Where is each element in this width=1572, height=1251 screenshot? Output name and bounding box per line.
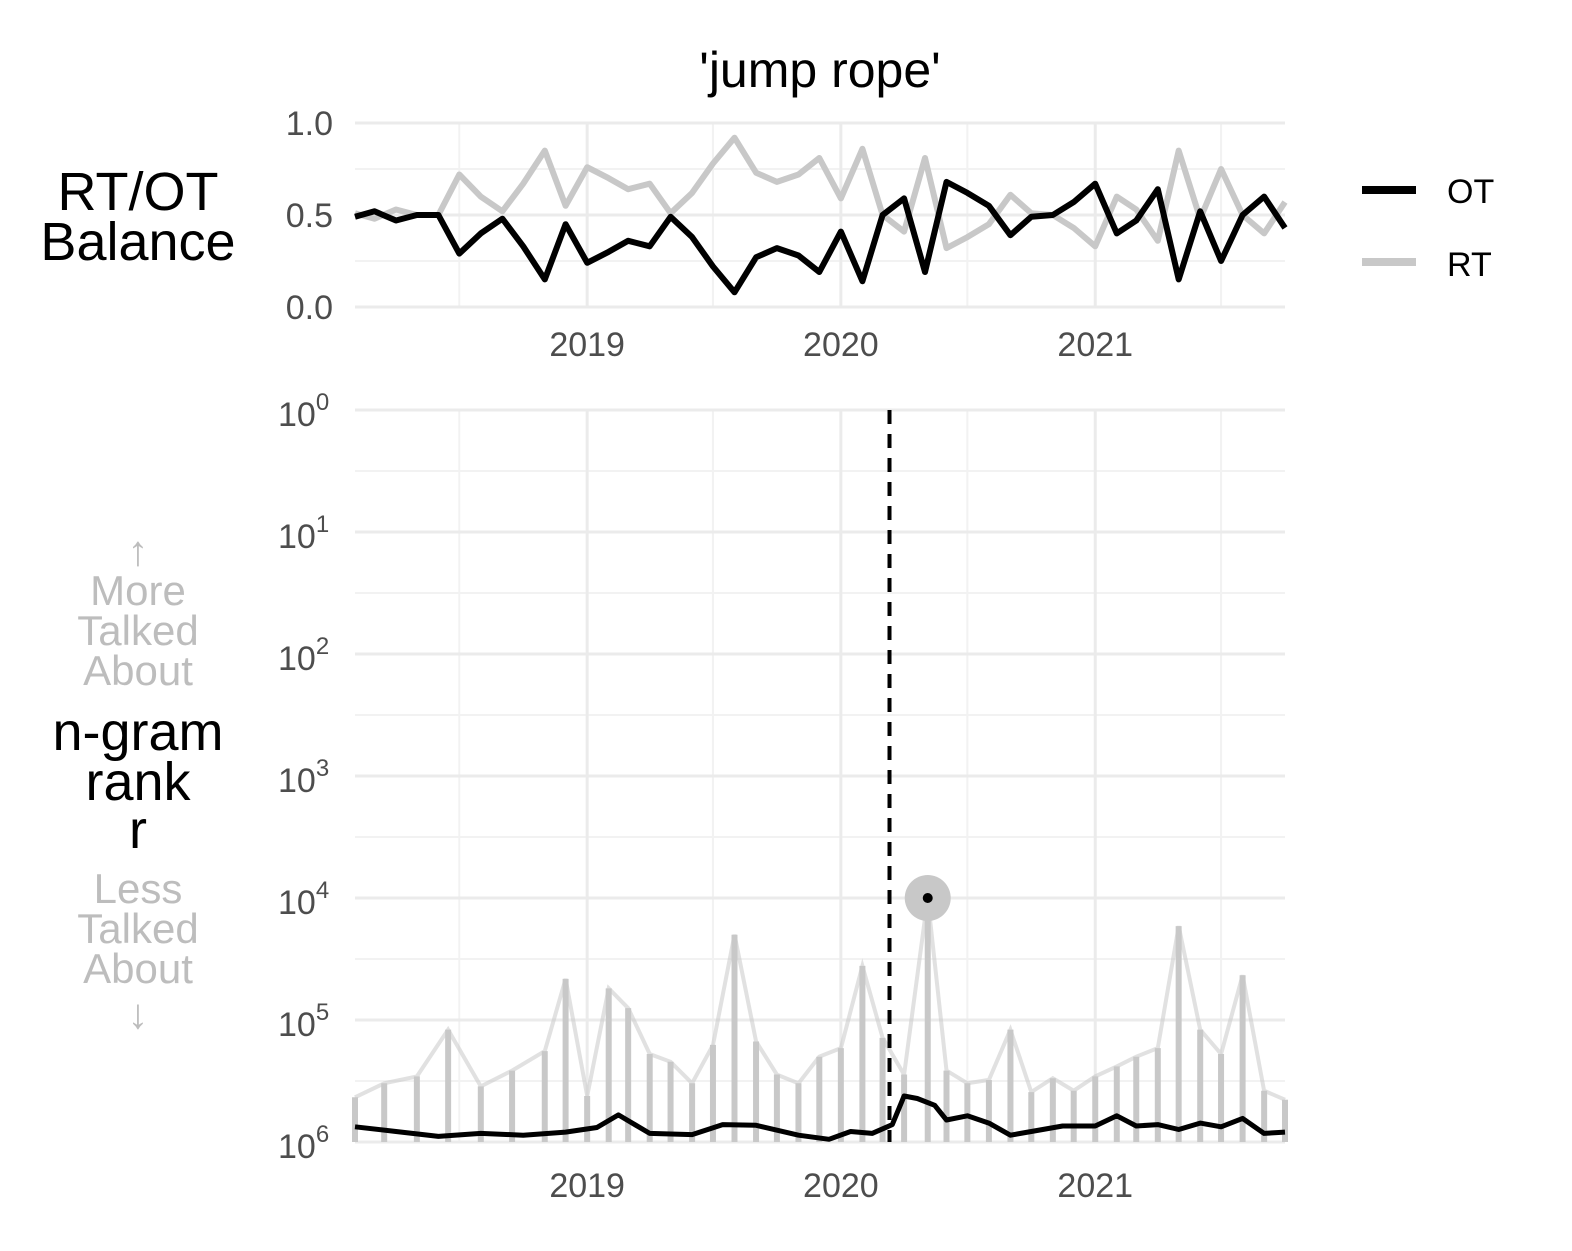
balance-x-ticks: 2019 2020 2021 (549, 326, 1133, 364)
legend-label-ot: OT (1447, 173, 1494, 211)
more-talked-line-2: Talked (77, 607, 198, 654)
balance-y-tick-label: 1.0 (286, 105, 333, 143)
balance-x-tick-label: 2020 (803, 326, 879, 364)
less-talked-line-3: About (83, 945, 193, 992)
rank-series-rt (354, 897, 1286, 1102)
balance-y-tick-label: 0.5 (286, 197, 333, 235)
rank-y-tick-label: 106 (278, 1121, 329, 1166)
rank-series (352, 897, 1288, 1142)
balance-series-rt (354, 134, 1288, 252)
rank-series-ot (354, 1093, 1286, 1142)
rank-x-tick-label: 2020 (803, 1167, 879, 1205)
rank-panel: 100 101 102 103 104 105 106 2019 2020 2021 (278, 389, 1288, 1205)
rank-y-tick-label: 103 (278, 755, 329, 800)
rank-y-tick-label: 101 (278, 511, 329, 556)
balance-y-ticks: 0.0 0.5 1.0 (286, 105, 333, 327)
less-talked-line-1: Less (94, 865, 183, 912)
rank-ylabel-line-2: rank (85, 752, 191, 812)
balance-ylabel-line-1: RT/OT (58, 162, 219, 222)
rank-y-ticks: 100 101 102 103 104 105 106 (278, 389, 329, 1166)
rank-y-tick-label: 100 (278, 389, 329, 434)
more-talked-line-1: More (90, 567, 186, 614)
rank-y-tick-label: 105 (278, 999, 329, 1044)
less-talked-arrow: ↓ (128, 990, 149, 1037)
rank-grid (355, 408, 1285, 1144)
balance-x-tick-label: 2021 (1057, 326, 1133, 364)
balance-series (354, 134, 1288, 296)
rank-ylabel-line-3: r (129, 800, 147, 860)
legend: OT RT (1362, 173, 1494, 284)
rank-x-tick-label: 2021 (1057, 1167, 1133, 1205)
less-talked-line-2: Talked (77, 905, 198, 952)
balance-grid (355, 121, 1285, 309)
legend-label-rt: RT (1447, 246, 1492, 284)
rank-x-tick-label: 2019 (549, 1167, 625, 1205)
rank-annotations (887, 410, 951, 1142)
more-talked-arrow: ↑ (128, 527, 149, 574)
balance-panel: 0.0 0.5 1.0 2019 2020 2021 (286, 105, 1288, 364)
balance-y-tick-label: 0.0 (286, 289, 333, 327)
chart-title: 'jump rope' (699, 42, 940, 98)
balance-x-tick-label: 2019 (549, 326, 625, 364)
rank-y-tick-label: 104 (278, 877, 329, 922)
peak-marker-dot (922, 893, 933, 903)
balance-series-ot (354, 178, 1288, 296)
balance-ylabel-line-2: Balance (40, 212, 235, 272)
rank-y-tick-label: 102 (278, 633, 329, 678)
more-talked-line-3: About (83, 647, 193, 694)
rank-x-ticks: 2019 2020 2021 (549, 1167, 1133, 1205)
rank-ylabel-line-1: n-gram (52, 702, 223, 762)
